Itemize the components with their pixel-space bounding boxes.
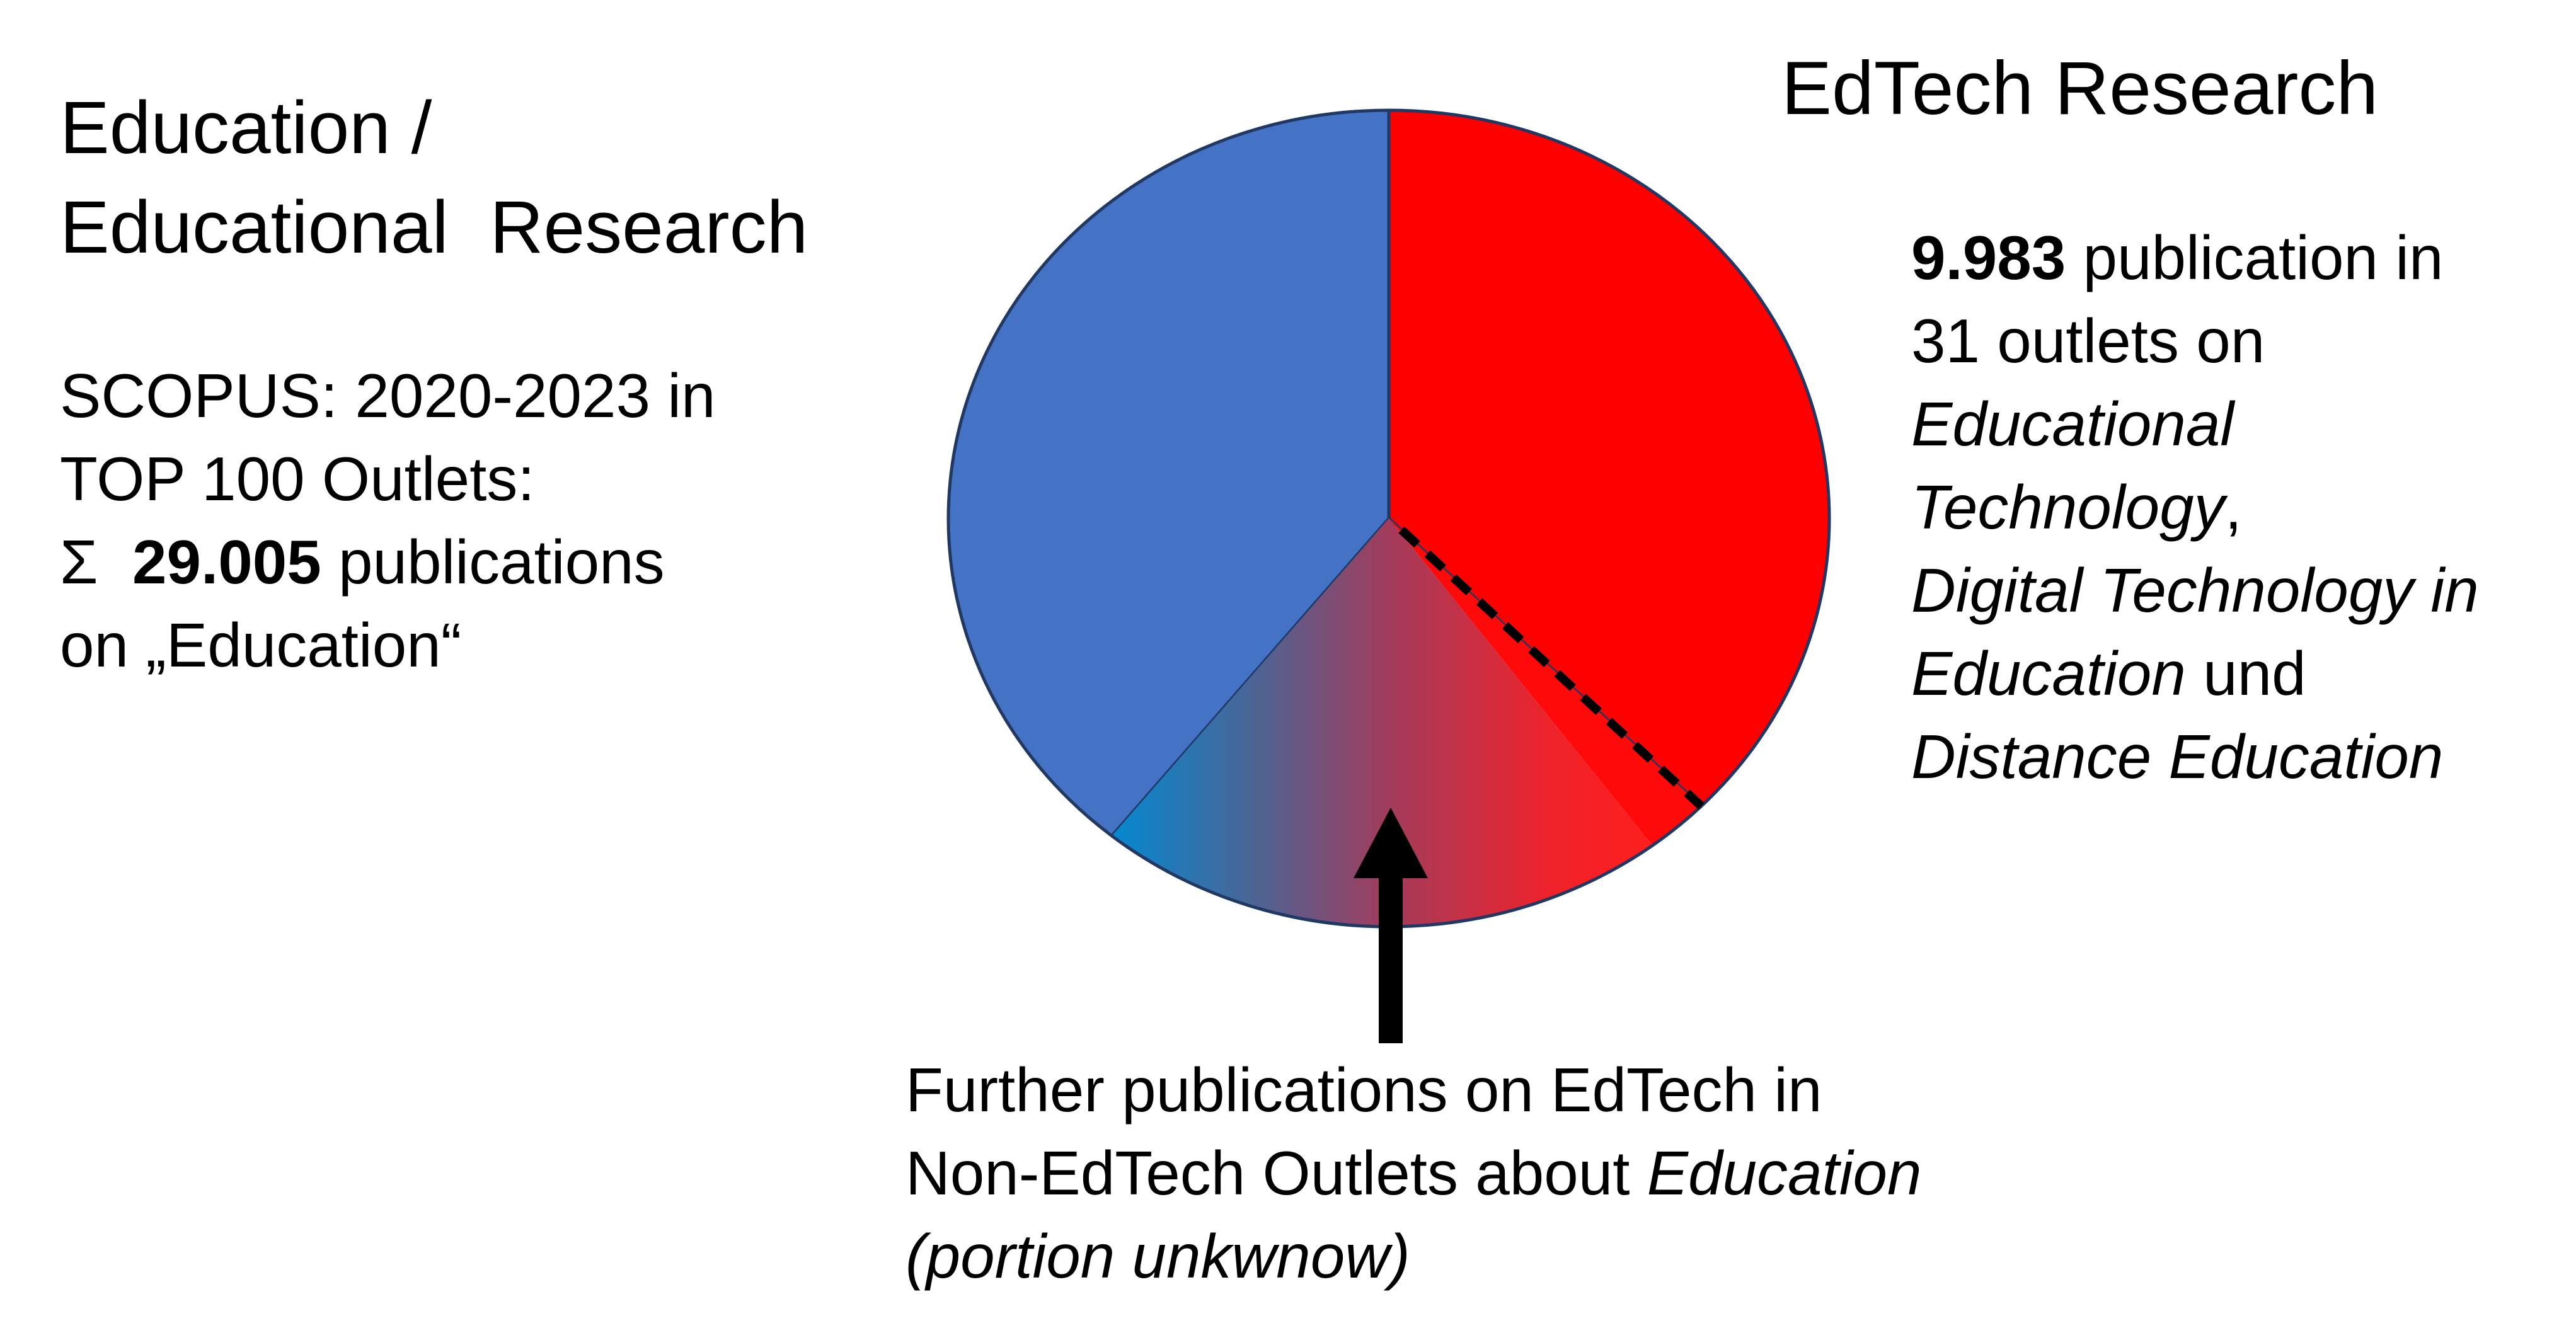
right-line5: Digital Technology in	[1911, 549, 2479, 632]
sigma-symbol: Σ	[60, 527, 133, 597]
right-line5-italic: Digital Technology in	[1911, 556, 2479, 625]
pie-slice-education	[946, 108, 1391, 839]
right-line6-rest: und	[2185, 639, 2306, 708]
left-description: SCOPUS: 2020-2023 in TOP 100 Outlets: Σ …	[60, 354, 715, 687]
right-line3-italic: Educational	[1911, 389, 2234, 459]
left-title-line1: Education /	[60, 86, 432, 169]
left-title-line2: Educational Research	[60, 186, 808, 269]
left-line3: Σ 29.005 publications	[60, 520, 715, 604]
right-line3: Educational	[1911, 382, 2479, 466]
bottom-line2-italic: Education	[1647, 1138, 1922, 1208]
total-count: 29.005	[132, 527, 321, 597]
left-line4: on „Education“	[60, 610, 462, 680]
right-line4-italic: Technology	[1911, 472, 2225, 542]
bottom-line1: Further publications on EdTech in	[906, 1055, 1822, 1125]
bottom-line3-italic: (portion unkwnow)	[906, 1222, 1410, 1291]
right-line6: Education und	[1911, 632, 2479, 715]
right-line7-italic: Distance Education	[1911, 722, 2444, 791]
right-line1-rest: publication in	[2066, 223, 2444, 292]
pie-slice-edtech-extra	[1389, 518, 1701, 846]
right-line4: Technology,	[1911, 466, 2479, 549]
right-line2: 31 outlets on	[1911, 306, 2265, 375]
bottom-line3: (portion unkwnow)	[906, 1215, 1922, 1298]
left-line3-rest: publications	[321, 527, 665, 597]
bottom-line2-plain: Non-EdTech Outlets about	[906, 1138, 1647, 1208]
right-title: EdTech Research	[1781, 46, 2379, 130]
left-title: Education / Educational Research	[60, 78, 808, 277]
right-line6-italic: Education	[1911, 639, 2186, 708]
right-line1: 9.983 publication in	[1911, 216, 2479, 299]
pie-slice-edtech	[1387, 108, 1831, 809]
bottom-line2: Non-EdTech Outlets about Education	[906, 1131, 1922, 1215]
right-line4-rest: ,	[2224, 472, 2242, 542]
right-description: 9.983 publication in 31 outlets on Educa…	[1911, 216, 2479, 798]
left-line1: SCOPUS: 2020-2023 in	[60, 361, 716, 430]
arrow-up-icon	[1354, 808, 1428, 1043]
left-line2: TOP 100 Outlets:	[60, 444, 535, 513]
pie-outline	[1110, 804, 1703, 929]
edtech-count: 9.983	[1911, 223, 2066, 292]
right-line7: Distance Education	[1911, 715, 2479, 798]
pie-slice-further-edtech	[1112, 518, 1653, 927]
bottom-annotation: Further publications on EdTech in Non-Ed…	[906, 1048, 1922, 1298]
